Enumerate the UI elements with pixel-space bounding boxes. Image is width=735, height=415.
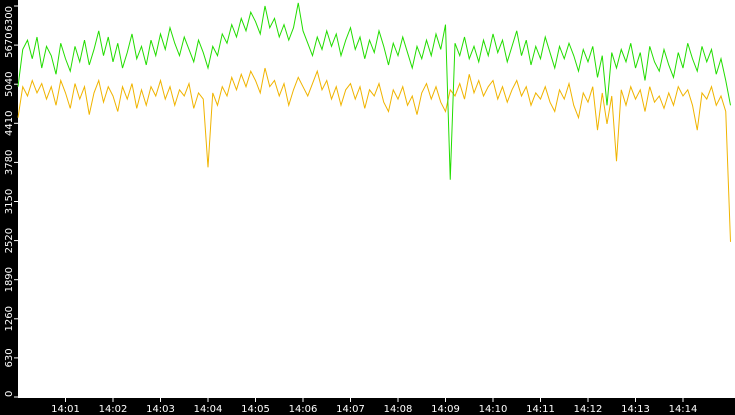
y-tick-label: 2520 xyxy=(4,228,15,253)
x-tick-label: 14:13 xyxy=(621,404,650,415)
x-tick-label: 14:02 xyxy=(99,404,128,415)
y-tick-label: 6300 xyxy=(4,6,15,31)
y-tick-label: 4410 xyxy=(4,111,15,136)
x-tick-label: 14:05 xyxy=(241,404,270,415)
y-tick-label: 1260 xyxy=(4,306,15,331)
y-tick-label: 3150 xyxy=(4,189,15,214)
x-tick-label: 14:03 xyxy=(146,404,175,415)
series-line xyxy=(17,2,731,180)
x-tick-label: 14:07 xyxy=(336,404,365,415)
x-tick-label: 14:11 xyxy=(526,404,555,415)
y-tick-label: 3780 xyxy=(4,150,15,175)
x-tick-label: 14:14 xyxy=(669,404,698,415)
x-tick-label: 14:10 xyxy=(479,404,508,415)
x-tick-label: 14:12 xyxy=(574,404,603,415)
x-tick-label: 14:09 xyxy=(431,404,460,415)
x-tick-label: 14:01 xyxy=(51,404,80,415)
y-tick-label: 0 xyxy=(4,391,15,397)
series-line xyxy=(17,67,731,242)
y-tick-label: 630 xyxy=(4,348,15,367)
x-tick-label: 14:08 xyxy=(384,404,413,415)
y-axis-strip xyxy=(0,0,18,415)
y-tick-label: 1890 xyxy=(4,267,15,292)
x-tick-label: 14:04 xyxy=(194,404,223,415)
y-tick-label: 5670 xyxy=(4,32,15,57)
x-axis-strip xyxy=(0,398,735,415)
x-tick-label: 14:06 xyxy=(289,404,318,415)
y-tick-label: 5040 xyxy=(4,71,15,96)
